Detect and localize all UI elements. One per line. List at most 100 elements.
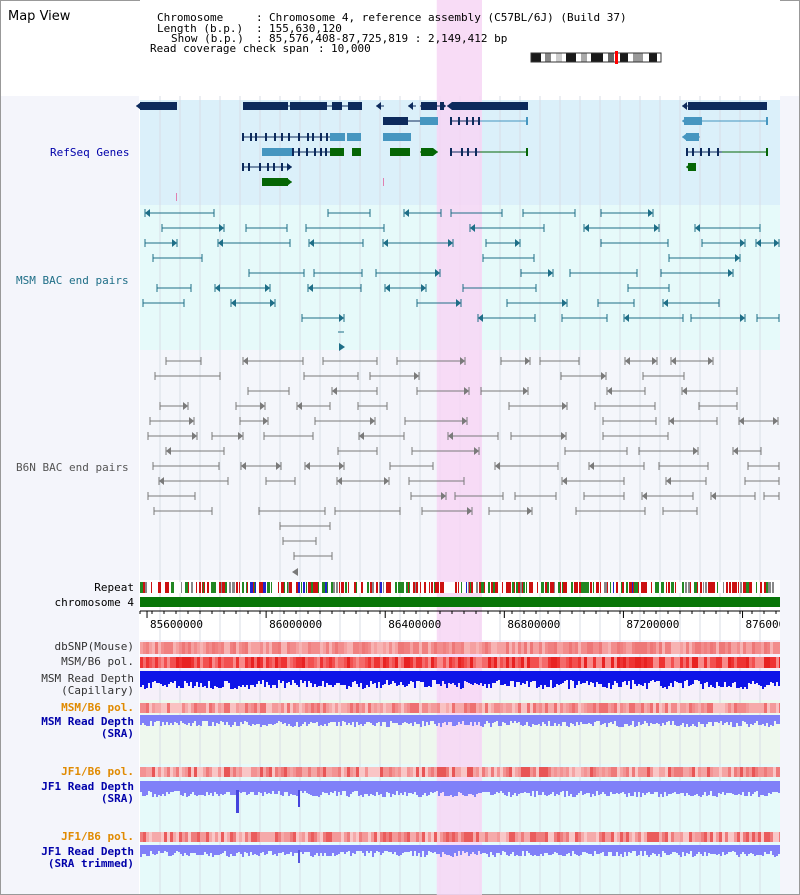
- depth-bar: [324, 781, 326, 793]
- depth-bar: [260, 781, 262, 793]
- heat-cell: [740, 657, 743, 668]
- depth-bar: [746, 781, 748, 796]
- repeat-element: [455, 582, 457, 593]
- bac-end-arrow: [648, 209, 653, 217]
- heat-cell: [557, 657, 560, 668]
- depth-bar: [218, 781, 220, 796]
- depth-bar: [444, 715, 446, 722]
- depth-bar: [632, 845, 634, 851]
- heat-cell: [593, 767, 596, 777]
- depth-bar: [484, 845, 486, 853]
- depth-bar: [164, 671, 166, 685]
- depth-bar: [322, 781, 324, 792]
- msm-bac-end-pairs[interactable]: [142, 209, 780, 322]
- heat-cell: [335, 832, 338, 842]
- heat-cell: [245, 832, 248, 842]
- depth-bar: [402, 845, 404, 853]
- heat-cell: [767, 642, 770, 654]
- heat-cell: [659, 703, 662, 713]
- depth-bar: [608, 781, 610, 796]
- heat-cell: [755, 767, 758, 777]
- depth-bar: [590, 715, 592, 724]
- b6n-bac-end-pairs[interactable]: [147, 357, 780, 515]
- gene-arrow: [686, 163, 691, 171]
- depth-bar: [606, 671, 608, 688]
- depth-bar: [532, 715, 534, 724]
- depth-bar: [352, 845, 354, 853]
- depth-bar: [478, 671, 480, 685]
- heat-cell: [224, 767, 227, 777]
- heat-cell: [755, 832, 758, 842]
- heat-cell: [767, 832, 770, 842]
- heat-cell: [713, 767, 716, 777]
- b6n-bac-extra[interactable]: [279, 522, 333, 576]
- heat-cell: [146, 642, 149, 654]
- depth-bar: [308, 845, 310, 852]
- depth-bar: [148, 845, 150, 856]
- heat-cell: [161, 642, 164, 654]
- depth-bar: [366, 781, 368, 794]
- heat-cell: [404, 642, 407, 654]
- heat-cell: [488, 657, 491, 668]
- depth-bar: [190, 715, 192, 726]
- depth-bar: [636, 845, 638, 856]
- heat-cell: [497, 703, 500, 713]
- depth-bar: [432, 845, 434, 853]
- depth-bar: [380, 671, 382, 688]
- depth-bar: [332, 715, 334, 722]
- heat-cell: [164, 703, 167, 713]
- heat-cell: [404, 832, 407, 842]
- depth-bar: [412, 781, 414, 794]
- heat-cell: [686, 657, 689, 668]
- depth-bar: [434, 845, 436, 852]
- heat-cell: [254, 703, 257, 713]
- refseq-genes[interactable]: [136, 102, 768, 201]
- depth-bar: [206, 671, 208, 688]
- repeat-element: [479, 582, 481, 593]
- heat-cell: [617, 832, 620, 842]
- depth-bar: [460, 715, 462, 724]
- bac-end-arrow: [708, 357, 713, 365]
- depth-bar: [332, 845, 334, 853]
- depth-bar: [552, 671, 554, 688]
- depth-bar: [724, 671, 726, 682]
- heat-cell: [368, 832, 371, 842]
- repeat-element: [339, 582, 340, 593]
- depth-bar: [312, 845, 314, 857]
- depth-bar: [226, 845, 228, 856]
- depth-bar: [718, 671, 720, 686]
- depth-bar: [540, 781, 542, 795]
- repeat-element: [657, 582, 659, 593]
- heat-cell: [323, 767, 326, 777]
- depth-bar: [228, 715, 230, 725]
- heat-cell: [554, 767, 557, 777]
- depth-bar: [524, 715, 526, 725]
- heat-cell: [653, 642, 656, 654]
- heat-cell: [662, 767, 665, 777]
- depth-bar: [388, 845, 390, 852]
- gene-exon: [526, 148, 528, 156]
- depth-bar: [352, 671, 354, 682]
- depth-bar: [660, 715, 662, 726]
- heat-cell: [239, 642, 242, 654]
- depth-bar: [342, 715, 344, 721]
- track-label-refseq[interactable]: RefSeq Genes: [50, 146, 130, 159]
- heat-cell: [692, 832, 695, 842]
- track-label-b6n-bac[interactable]: B6N BAC end pairs: [16, 461, 129, 474]
- heat-cell: [290, 832, 293, 842]
- depth-bar: [164, 781, 166, 796]
- heat-cell: [194, 832, 197, 842]
- repeat-element: [600, 582, 601, 593]
- depth-bar: [586, 671, 588, 681]
- depth-bar: [512, 671, 514, 681]
- heat-cell: [455, 657, 458, 668]
- heat-cell: [695, 657, 698, 668]
- depth-bar: [268, 781, 270, 793]
- depth-bar: [700, 715, 702, 724]
- heat-cell: [440, 703, 443, 713]
- depth-bar: [528, 715, 530, 726]
- track-label-msm-bac[interactable]: MSM BAC end pairs: [16, 274, 129, 287]
- depth-bar: [324, 715, 326, 724]
- chromosome-ideogram[interactable]: [530, 51, 662, 64]
